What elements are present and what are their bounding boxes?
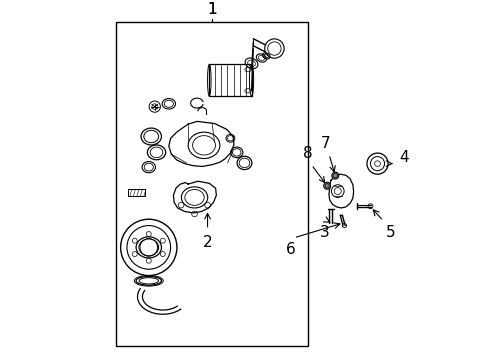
Text: 1: 1 — [207, 2, 217, 17]
Circle shape — [331, 172, 338, 179]
Text: 2: 2 — [203, 235, 212, 250]
Text: 3: 3 — [319, 225, 329, 239]
Text: 4: 4 — [399, 150, 408, 165]
Text: 8: 8 — [303, 146, 312, 161]
Text: 1: 1 — [207, 2, 217, 17]
Text: 5: 5 — [385, 225, 395, 239]
Circle shape — [323, 182, 330, 189]
Text: 6: 6 — [285, 242, 295, 257]
Bar — [116, 22, 307, 346]
Text: 7: 7 — [320, 136, 329, 150]
Bar — [128, 189, 145, 196]
